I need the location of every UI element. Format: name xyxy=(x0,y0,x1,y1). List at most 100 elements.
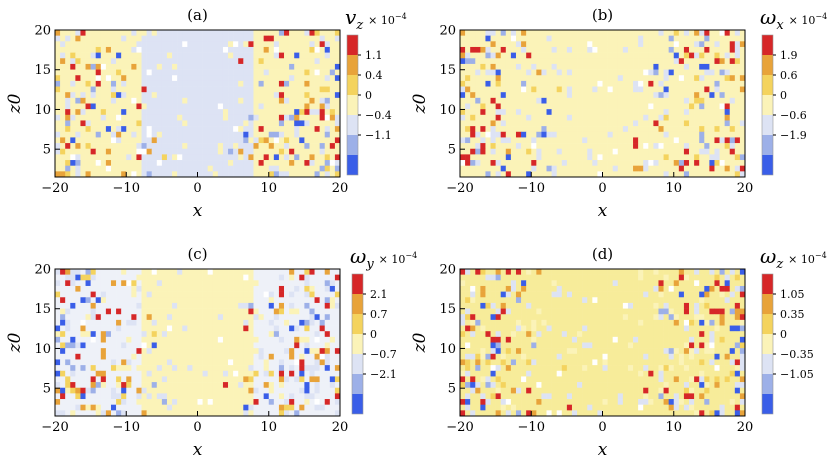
heatmap-cell xyxy=(465,285,471,292)
heatmap-cell xyxy=(110,165,117,172)
heatmap-cell xyxy=(243,325,249,332)
heatmap-cell xyxy=(121,92,127,99)
heatmap-cell xyxy=(309,97,315,104)
heatmap-cell xyxy=(490,143,496,150)
heatmap-cell xyxy=(228,80,234,87)
heatmap-cell xyxy=(166,69,173,76)
heatmap-cell xyxy=(151,69,158,76)
heatmap-cell xyxy=(105,325,112,332)
heatmap-cell xyxy=(156,359,163,366)
heatmap-cell xyxy=(480,143,486,150)
heatmap-cell xyxy=(273,376,280,383)
heatmap-cell xyxy=(485,86,491,93)
heatmap-cell xyxy=(627,35,634,42)
heatmap-cell xyxy=(278,126,285,133)
heatmap-cell xyxy=(212,331,219,338)
heatmap-cell xyxy=(156,399,163,405)
heatmap-cell xyxy=(592,126,598,133)
heatmap-cell xyxy=(546,314,552,321)
heatmap-cell xyxy=(294,137,300,144)
heatmap-cell xyxy=(177,165,183,172)
heatmap-cell xyxy=(289,393,295,400)
heatmap-cell xyxy=(258,154,264,161)
heatmap-cell xyxy=(460,30,466,36)
heatmap-cell xyxy=(156,63,163,70)
heatmap-cell xyxy=(515,69,522,76)
heatmap-cell xyxy=(309,387,315,394)
heatmap-cell xyxy=(278,404,285,411)
heatmap-cell xyxy=(638,97,644,104)
heatmap-cell xyxy=(228,52,234,59)
heatmap-cell xyxy=(273,319,280,326)
heatmap-cell xyxy=(273,58,280,65)
heatmap-cell xyxy=(121,393,127,400)
heatmap-cell xyxy=(719,52,725,59)
heatmap-cell xyxy=(465,46,471,53)
heatmap-cell xyxy=(668,52,675,59)
heatmap-cell xyxy=(304,280,310,287)
heatmap-cell xyxy=(233,46,239,53)
heatmap-cell xyxy=(294,399,300,405)
heatmap-cell xyxy=(161,154,168,161)
heatmap-cell xyxy=(207,171,214,178)
heatmap-cell xyxy=(100,69,107,76)
heatmap-cell xyxy=(95,160,102,166)
heatmap-cell xyxy=(739,114,746,121)
heatmap-cell xyxy=(85,46,91,53)
heatmap-cell xyxy=(294,109,300,116)
heatmap-cell xyxy=(480,285,486,292)
heatmap-cell xyxy=(243,86,249,93)
heatmap-cell xyxy=(324,302,331,309)
x-tick-label: 0 xyxy=(193,420,201,435)
heatmap-cell xyxy=(248,97,254,104)
heatmap-cell xyxy=(304,52,310,59)
heatmap-cell xyxy=(233,348,239,355)
heatmap-cell xyxy=(116,291,122,298)
heatmap-cell xyxy=(299,325,305,332)
heatmap-cell xyxy=(643,285,649,292)
heatmap-cell xyxy=(151,274,158,281)
heatmap-cell xyxy=(65,63,71,70)
heatmap-cell xyxy=(258,103,264,110)
heatmap-cell xyxy=(480,30,486,36)
heatmap-cell xyxy=(304,114,310,121)
heatmap-cell xyxy=(284,165,290,172)
heatmap-cell xyxy=(141,30,147,36)
heatmap-cell xyxy=(724,35,731,42)
heatmap-cell xyxy=(65,148,71,155)
heatmap-cell xyxy=(724,297,731,304)
colorbar-swatch xyxy=(347,155,358,175)
heatmap-cell xyxy=(116,325,122,332)
heatmap-cell xyxy=(500,143,507,150)
heatmap-cell xyxy=(136,291,142,298)
heatmap-cell xyxy=(683,114,690,121)
heatmap-cell xyxy=(80,63,86,70)
heatmap-cell xyxy=(85,165,91,172)
heatmap-cell xyxy=(617,58,624,65)
heatmap-cell xyxy=(612,291,619,298)
heatmap-cell xyxy=(734,308,741,315)
heatmap-cell xyxy=(55,41,61,48)
heatmap-cell xyxy=(324,353,331,360)
heatmap-cell xyxy=(602,80,608,87)
heatmap-cell xyxy=(592,86,598,93)
heatmap-cell xyxy=(689,274,695,281)
heatmap-cell xyxy=(334,297,341,304)
heatmap-cell xyxy=(683,269,690,275)
heatmap-cell xyxy=(689,280,695,287)
heatmap-cell xyxy=(228,58,234,65)
heatmap-cell xyxy=(582,103,588,110)
heatmap-cell xyxy=(177,148,183,155)
heatmap-cell xyxy=(131,302,137,309)
heatmap-cell xyxy=(273,314,280,321)
heatmap-cell xyxy=(105,86,112,93)
heatmap-cell xyxy=(253,365,259,372)
heatmap-cell xyxy=(70,103,76,110)
heatmap-cell xyxy=(273,302,280,309)
heatmap-cell xyxy=(222,137,229,144)
heatmap-cell xyxy=(243,114,249,121)
heatmap-cell xyxy=(627,154,634,161)
heatmap-cell xyxy=(273,114,280,121)
heatmap-cell xyxy=(546,92,552,99)
heatmap-cell xyxy=(70,131,76,138)
